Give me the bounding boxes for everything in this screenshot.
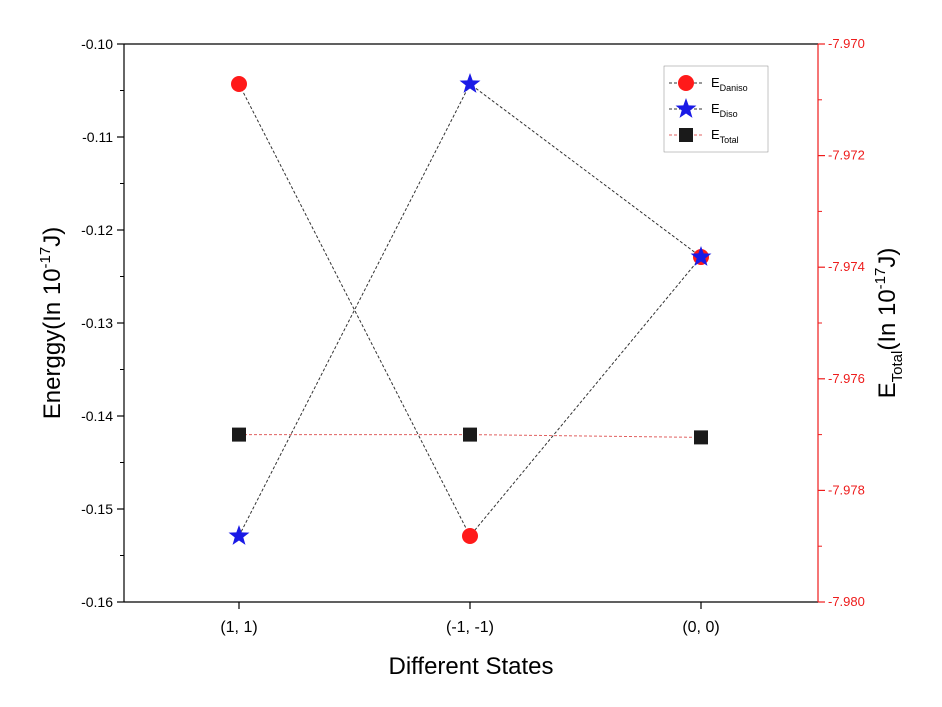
data-point-daniso xyxy=(231,75,247,92)
right-axis-title: ETotal(In 10-17J) xyxy=(872,248,906,399)
x-axis-ticks: (1, 1) (-1, -1) (0, 0) xyxy=(220,602,720,636)
data-point-diso xyxy=(228,524,250,545)
data-point-diso xyxy=(690,245,712,266)
right-axis-title-tail: J) xyxy=(874,248,901,268)
right-tick-label: -7.976 xyxy=(828,371,865,386)
right-axis-title-sub: Total xyxy=(889,351,906,383)
x-tick-label: (1, 1) xyxy=(220,619,257,636)
series-line-daniso xyxy=(238,83,702,537)
legend-marker-daniso xyxy=(678,75,694,91)
left-tick-label: -0.15 xyxy=(81,501,113,517)
series-lines xyxy=(238,83,702,537)
data-point-total xyxy=(232,427,246,442)
legend-marker-total xyxy=(679,128,693,142)
right-tick-label: -7.980 xyxy=(828,594,865,609)
left-tick-label: -0.11 xyxy=(82,129,113,145)
left-axis-title: Energgy(In 10-17J) xyxy=(37,227,66,419)
legend-label-daniso: EDaniso xyxy=(711,75,748,93)
left-axis-title-main: Energgy(In 10 xyxy=(39,268,66,419)
left-tick-label: -0.16 xyxy=(81,594,113,610)
data-point-daniso xyxy=(462,527,478,544)
right-tick-label: -7.972 xyxy=(828,148,865,163)
legend-marker-diso xyxy=(675,98,697,118)
data-point-total xyxy=(694,430,708,445)
left-tick-label: -0.13 xyxy=(81,315,113,331)
right-tick-label: -7.978 xyxy=(828,482,865,497)
legend-label-total: ETotal xyxy=(711,127,739,145)
x-tick-label: (-1, -1) xyxy=(446,619,494,636)
left-tick-label: -0.12 xyxy=(81,222,113,238)
left-axis-title-tail: J) xyxy=(39,227,66,247)
series-markers xyxy=(228,72,712,545)
x-tick-label: (0, 0) xyxy=(682,619,719,636)
series-line-diso xyxy=(238,83,702,537)
right-axis-title-main: E xyxy=(874,382,901,398)
right-tick-label: -7.974 xyxy=(828,259,865,274)
right-axis-ticks: -7.970 -7.972 -7.974 -7.976 -7.978 -7.980 xyxy=(818,36,865,609)
legend-label-diso: EDiso xyxy=(711,101,738,119)
x-axis-title: Different States xyxy=(389,653,554,680)
right-axis-title-sup: -17 xyxy=(872,268,889,290)
legend: EDaniso EDiso ETotal xyxy=(663,65,769,153)
left-tick-label: -0.10 xyxy=(81,36,113,52)
data-point-diso xyxy=(459,72,481,93)
right-tick-label: -7.970 xyxy=(828,36,865,51)
left-axis-title-sup: -17 xyxy=(37,247,54,269)
data-point-total xyxy=(463,427,477,442)
left-axis-ticks: -0.10 -0.11 -0.12 -0.13 -0.14 -0.15 -0.16 xyxy=(81,36,124,610)
right-axis-title-rest: (In 10 xyxy=(874,289,901,350)
left-tick-label: -0.14 xyxy=(81,408,113,424)
